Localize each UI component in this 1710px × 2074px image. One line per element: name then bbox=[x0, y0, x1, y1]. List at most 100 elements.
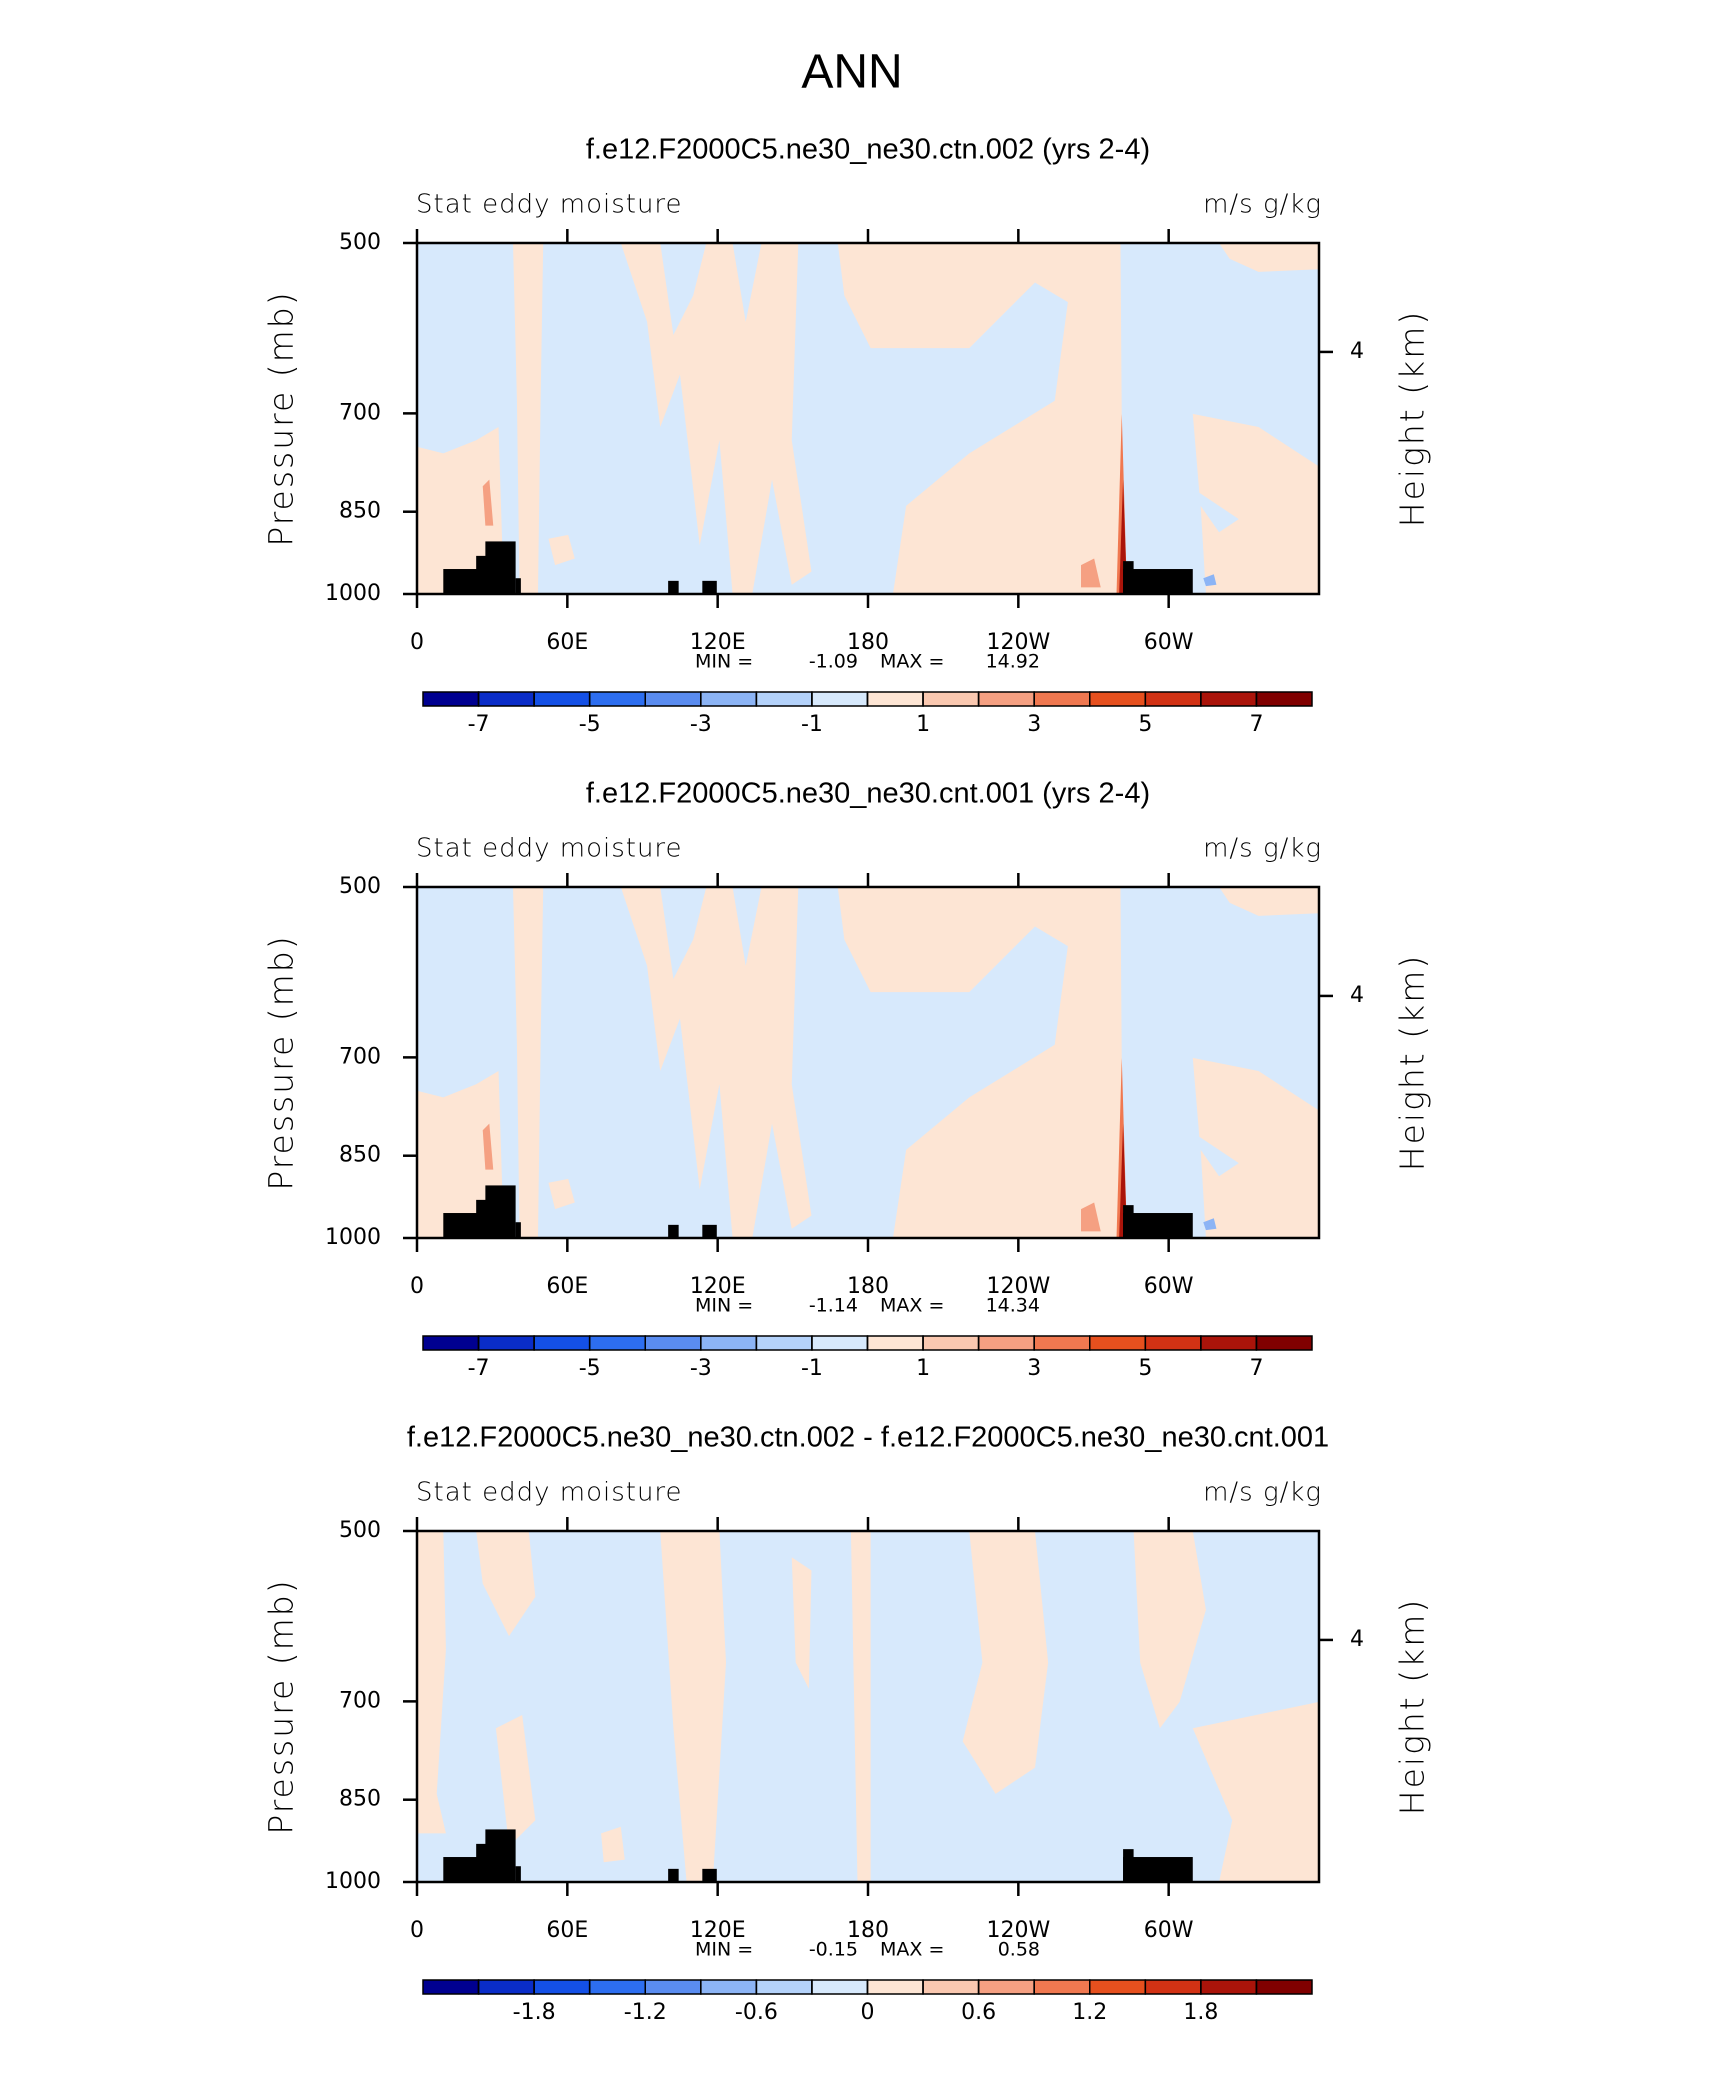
y2-axis-label: Height (km) bbox=[1393, 1598, 1432, 1815]
colorbar-tick-label: 7 bbox=[1249, 1356, 1263, 1381]
x-tick-label: 180 bbox=[847, 1274, 889, 1299]
colorbar-box bbox=[1144, 1979, 1202, 1995]
min-label: MIN = bbox=[695, 1939, 753, 1961]
colorbar-tick-label: -1 bbox=[801, 712, 823, 737]
colorbar-box bbox=[1089, 691, 1147, 707]
x-tick-label: 120W bbox=[986, 1918, 1050, 1943]
colorbar-box bbox=[1089, 1335, 1147, 1351]
y-tick-label: 850 bbox=[339, 1143, 381, 1168]
colorbar-box bbox=[977, 1335, 1035, 1351]
colorbar-box bbox=[1144, 691, 1202, 707]
colorbar-box bbox=[533, 1335, 591, 1351]
colorbar-tick-label: 0 bbox=[861, 2000, 875, 2025]
x-tick-label: 180 bbox=[847, 630, 889, 655]
colorbar-box bbox=[644, 691, 702, 707]
colorbar-box bbox=[811, 1979, 869, 1995]
y-tick-label: 500 bbox=[339, 874, 381, 899]
x-tick-label: 60E bbox=[546, 1274, 588, 1299]
y-axis-label: Pressure (mb) bbox=[262, 1578, 301, 1834]
y-tick-label: 700 bbox=[339, 1688, 381, 1713]
colorbar-tick-label: -1 bbox=[801, 1356, 823, 1381]
colorbar-box bbox=[922, 691, 980, 707]
colorbar-box bbox=[1255, 1335, 1313, 1351]
y-tick-label: 500 bbox=[339, 230, 381, 255]
min-label: MIN = bbox=[695, 1295, 753, 1317]
contour-field bbox=[417, 887, 1319, 1238]
left-string: Stat eddy moisture bbox=[416, 834, 683, 864]
colorbar-box bbox=[1144, 1335, 1202, 1351]
colorbar-box bbox=[700, 1335, 758, 1351]
colorbar-box bbox=[1033, 1335, 1091, 1351]
x-tick-label: 0 bbox=[410, 1274, 424, 1299]
colorbar-box bbox=[755, 1979, 813, 1995]
colorbar-tick-label: -7 bbox=[468, 712, 490, 737]
y-axis-label: Pressure (mb) bbox=[262, 290, 301, 546]
min-value: -1.09 bbox=[809, 651, 858, 673]
colorbar-box bbox=[477, 1335, 535, 1351]
colorbar-tick-label: 3 bbox=[1027, 1356, 1041, 1381]
max-label: MAX = bbox=[880, 1939, 944, 1961]
max-label: MAX = bbox=[880, 1295, 944, 1317]
colorbar-tick-label: 5 bbox=[1138, 712, 1152, 737]
y2-tick-label: 4 bbox=[1350, 1627, 1364, 1652]
colorbar-box bbox=[422, 1979, 480, 1995]
figure-title: ANN bbox=[801, 46, 902, 99]
y-tick-label: 1000 bbox=[325, 1225, 381, 1250]
colorbar-box bbox=[588, 1335, 646, 1351]
x-tick-label: 120E bbox=[690, 630, 746, 655]
colorbar-tick-label: -5 bbox=[579, 712, 601, 737]
colorbar-tick-label: -5 bbox=[579, 1356, 601, 1381]
colorbar-box bbox=[477, 691, 535, 707]
y-tick-label: 700 bbox=[339, 400, 381, 425]
panel-title: f.e12.F2000C5.ne30_ne30.cnt.001 (yrs 2-4… bbox=[586, 778, 1150, 810]
x-tick-label: 0 bbox=[410, 630, 424, 655]
colorbar-box bbox=[422, 691, 480, 707]
contour-field bbox=[417, 243, 1319, 594]
colorbar-box bbox=[533, 691, 591, 707]
left-string: Stat eddy moisture bbox=[416, 1478, 683, 1508]
colorbar-box bbox=[1200, 1979, 1258, 1995]
contour-field bbox=[417, 1531, 1319, 1882]
x-tick-label: 180 bbox=[847, 1918, 889, 1943]
max-value: 14.34 bbox=[986, 1295, 1040, 1317]
y2-tick-label: 4 bbox=[1350, 983, 1364, 1008]
colorbar-tick-label: -0.6 bbox=[735, 2000, 778, 2025]
colorbar-box bbox=[977, 1979, 1035, 1995]
x-tick-label: 60W bbox=[1144, 630, 1194, 655]
colorbar-box bbox=[1255, 691, 1313, 707]
y-axis-label: Pressure (mb) bbox=[262, 934, 301, 1190]
x-tick-label: 60W bbox=[1144, 1918, 1194, 1943]
colorbar-box bbox=[866, 1979, 924, 1995]
max-label: MAX = bbox=[880, 651, 944, 673]
colorbar-box bbox=[422, 1335, 480, 1351]
colorbar-box bbox=[1255, 1979, 1313, 1995]
colorbar-box bbox=[1200, 691, 1258, 707]
min-label: MIN = bbox=[695, 651, 753, 673]
right-string: m/s g/kg bbox=[1203, 190, 1322, 220]
left-string: Stat eddy moisture bbox=[416, 190, 683, 220]
x-tick-label: 60E bbox=[546, 630, 588, 655]
colorbar-tick-label: -3 bbox=[690, 1356, 712, 1381]
y2-axis-label: Height (km) bbox=[1393, 954, 1432, 1171]
colorbar-box bbox=[1089, 1979, 1147, 1995]
y2-axis-label: Height (km) bbox=[1393, 310, 1432, 527]
y-tick-label: 850 bbox=[339, 499, 381, 524]
y-tick-label: 500 bbox=[339, 1518, 381, 1543]
colorbar-box bbox=[866, 1335, 924, 1351]
panel-title: f.e12.F2000C5.ne30_ne30.ctn.002 (yrs 2-4… bbox=[586, 134, 1150, 166]
colorbar-tick-label: 1 bbox=[916, 712, 930, 737]
colorbar-box bbox=[811, 1335, 869, 1351]
x-tick-label: 60W bbox=[1144, 1274, 1194, 1299]
colorbar-tick-label: -1.2 bbox=[624, 2000, 667, 2025]
colorbar-tick-label: 5 bbox=[1138, 1356, 1152, 1381]
x-tick-label: 120E bbox=[690, 1918, 746, 1943]
min-value: -1.14 bbox=[809, 1295, 858, 1317]
colorbar-tick-label: -1.8 bbox=[513, 2000, 556, 2025]
colorbar-tick-label: 0.6 bbox=[961, 2000, 996, 2025]
y2-tick-label: 4 bbox=[1350, 339, 1364, 364]
x-tick-label: 0 bbox=[410, 1918, 424, 1943]
y-tick-label: 1000 bbox=[325, 581, 381, 606]
colorbar-tick-label: 1.8 bbox=[1183, 2000, 1218, 2025]
right-string: m/s g/kg bbox=[1203, 1478, 1322, 1508]
